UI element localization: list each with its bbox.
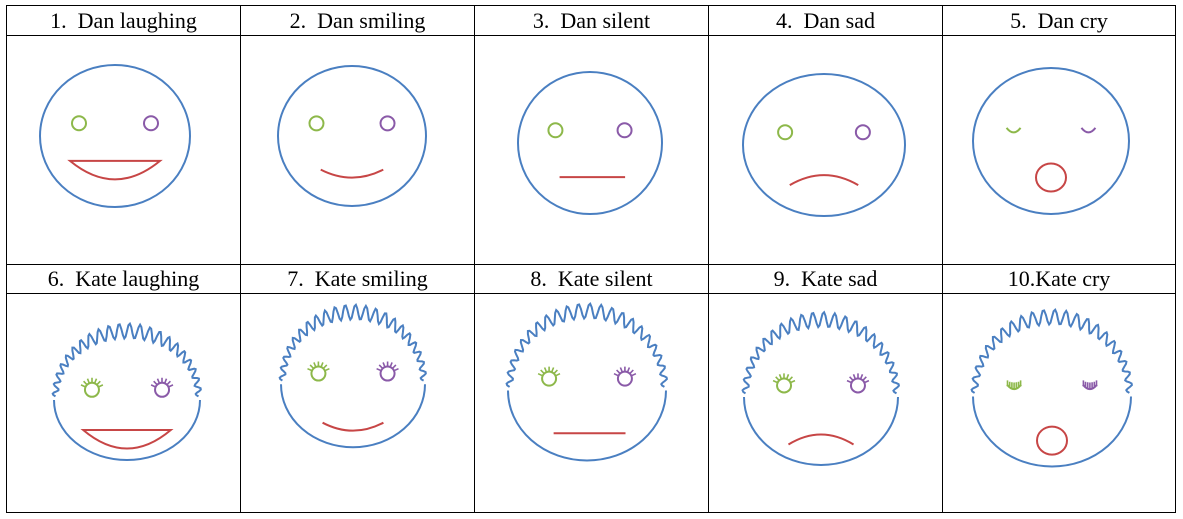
dan-silent-left-eye (547, 122, 564, 139)
kate-sad-head (743, 396, 899, 466)
kate-laughing-right-lashes (150, 377, 174, 388)
dan-cry-right-eye (1080, 127, 1097, 134)
kate-smiling-head (280, 384, 426, 449)
kate-sad-right-lashes (846, 373, 870, 384)
label-dan-silent: 3. Dan silent (532, 7, 651, 33)
kate-laughing-right-eye (154, 381, 171, 398)
label-dan-cry: 5. Dan cry (1010, 7, 1108, 33)
label-kate-cry: 10.Kate cry (1007, 266, 1111, 291)
label-dan-laughing: 1. Dan laughing (50, 7, 197, 33)
kate-cry-head (972, 396, 1132, 468)
dan-smiling-mouth (320, 168, 384, 179)
kate-silent-left-eye (541, 370, 558, 387)
label-kate-laughing: 6. Kate laughing (47, 266, 200, 291)
label-dan-sad: 4. Dan sad (776, 7, 875, 33)
label-kate-smiling: 7. Kate smiling (287, 266, 428, 291)
kate-cry-left-eye-lashes (1006, 380, 1022, 389)
kate-laughing-mouth (80, 429, 174, 450)
dan-silent-right-eye (616, 122, 633, 139)
kate-sad-left-lashes (772, 373, 796, 384)
dan-laughing-left-eye (71, 115, 87, 132)
kate-silent-right-eye (616, 370, 633, 387)
kate-laughing-head (53, 399, 201, 461)
kate-smiling-right-lashes (376, 361, 399, 372)
kate-sad-left-eye (776, 377, 793, 394)
kate-smiling-left-lashes (307, 361, 330, 372)
expression-grid: 1. Dan laughing 2. Dan smiling 3. Dan si… (6, 5, 1176, 513)
kate-sad-right-eye (849, 377, 866, 394)
kate-cry-hair (970, 307, 1133, 394)
dan-laughing-head (39, 64, 191, 208)
face-cell-kate-cry (942, 293, 1176, 513)
dan-smiling-head (277, 65, 427, 207)
label-kate-silent: 8. Kate silent (530, 266, 653, 291)
faces-layer (39, 64, 1133, 468)
kate-silent-right-lashes (613, 366, 637, 377)
kate-laughing-left-eye (83, 381, 100, 398)
dan-laughing-right-eye (143, 115, 159, 132)
dan-cry-left-eye (1005, 127, 1022, 134)
dan-laughing-mouth (67, 159, 163, 181)
kate-cry-right-eye-lashes (1082, 380, 1098, 389)
dan-smiling-right-eye (379, 115, 396, 132)
kate-sad-mouth (787, 433, 855, 446)
label-kate-sad: 9. Kate sad (773, 266, 878, 291)
dan-sad-right-eye (854, 124, 871, 141)
kate-smiling-hair (278, 302, 427, 382)
dan-cry-head (972, 67, 1130, 215)
kate-laughing-hair (51, 321, 202, 398)
kate-silent-left-lashes (537, 366, 561, 377)
kate-silent-hair (505, 301, 668, 388)
kate-smiling-right-eye (379, 365, 396, 382)
kate-silent-head (507, 390, 667, 462)
label-dan-smiling: 2. Dan smiling (289, 7, 426, 33)
dan-sad-mouth (789, 174, 859, 186)
kate-cry-mouth (1036, 425, 1068, 456)
dan-sad-head (742, 73, 906, 217)
kate-smiling-left-eye (310, 365, 327, 382)
kate-smiling-mouth (322, 421, 384, 432)
dan-cry-mouth (1035, 162, 1067, 193)
dan-sad-left-eye (777, 124, 794, 141)
kate-laughing-left-lashes (80, 377, 104, 388)
dan-silent-head (517, 71, 663, 215)
kate-sad-hair (741, 310, 900, 395)
dan-smiling-left-eye (308, 115, 325, 132)
